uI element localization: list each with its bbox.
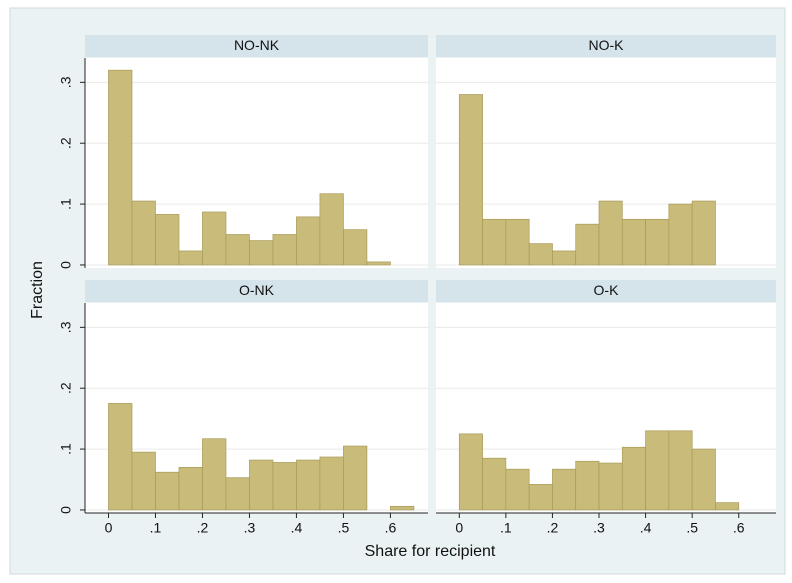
histogram-bar	[458, 433, 483, 511]
histogram-bar	[528, 243, 553, 266]
y-tick-label: .1	[58, 198, 74, 210]
x-tick-label: 0	[105, 520, 113, 536]
histogram-bar	[668, 203, 693, 266]
x-tick-label: .3	[593, 520, 605, 536]
histogram-bar	[598, 462, 623, 511]
histogram-bar	[390, 505, 415, 511]
histogram-bar	[178, 466, 203, 511]
panel-strip	[436, 35, 776, 57]
y-tick-label: .2	[58, 382, 74, 394]
histogram-bar	[528, 484, 553, 511]
histogram-bar	[225, 234, 250, 266]
histogram-bar	[645, 218, 670, 266]
x-tick-label: .4	[640, 520, 652, 536]
panel-title: NO-K	[589, 37, 625, 53]
histogram-bar	[715, 502, 740, 511]
histogram-bar	[202, 438, 227, 511]
histogram-bar	[366, 261, 391, 266]
panel-strip	[85, 280, 428, 302]
histogram-bar	[108, 403, 133, 511]
histogram-bar	[225, 477, 250, 511]
x-tick-label: 0	[455, 520, 463, 536]
histogram-bar	[458, 94, 483, 266]
histogram-bar	[505, 218, 530, 266]
y-tick-label: .1	[58, 443, 74, 455]
x-tick-label: .6	[385, 520, 397, 536]
histogram-bar	[482, 218, 507, 266]
panel-title: NO-NK	[234, 37, 280, 53]
histogram-bar	[552, 468, 577, 511]
histogram-bar	[691, 200, 716, 266]
x-tick-label: .2	[547, 520, 559, 536]
histogram-bar	[343, 445, 368, 511]
histogram-bar	[621, 218, 646, 266]
histogram-bar	[155, 471, 180, 511]
histogram-bar	[691, 448, 716, 511]
panel-title: O-K	[594, 282, 620, 298]
histogram-bar	[482, 457, 507, 511]
histogram-bar	[249, 459, 274, 511]
x-tick-label: .5	[686, 520, 698, 536]
y-tick-label: 0	[58, 261, 74, 269]
histogram-bar	[668, 430, 693, 511]
panel-title: O-NK	[239, 282, 275, 298]
x-tick-label: .1	[150, 520, 162, 536]
panel-strip	[436, 280, 776, 302]
x-tick-label: .6	[733, 520, 745, 536]
histogram-bar	[131, 451, 156, 511]
histogram-bar	[598, 200, 623, 266]
histogram-bar	[296, 216, 321, 266]
x-tick-label: .5	[338, 520, 350, 536]
x-tick-label: .4	[291, 520, 303, 536]
y-tick-label: .3	[58, 76, 74, 88]
histogram-bar	[319, 193, 344, 266]
histogram-bar	[645, 430, 670, 511]
histogram-bar	[505, 468, 530, 511]
histogram-bar	[108, 69, 133, 266]
histogram-bar	[343, 229, 368, 266]
panel-strip	[85, 35, 428, 57]
y-axis-title: Fraction	[29, 261, 46, 319]
histogram-bar	[272, 234, 297, 266]
histogram-bar	[202, 211, 227, 266]
histogram-bar	[621, 446, 646, 511]
histogram-bar	[131, 200, 156, 266]
histogram-bar	[296, 459, 321, 511]
histogram-bar	[155, 214, 180, 266]
histogram-bar	[575, 223, 600, 266]
x-tick-label: .1	[500, 520, 512, 536]
histogram-bar	[249, 240, 274, 266]
histogram-bar	[552, 250, 577, 266]
histogram-bar	[319, 456, 344, 511]
histogram-bar	[575, 460, 600, 511]
histogram-bar	[178, 250, 203, 266]
y-tick-label: .2	[58, 137, 74, 149]
y-tick-label: 0	[58, 506, 74, 514]
x-tick-label: .3	[244, 520, 256, 536]
histogram-bar	[272, 462, 297, 511]
x-tick-label: .2	[197, 520, 209, 536]
x-axis-title: Share for recipient	[365, 543, 496, 560]
y-tick-label: .3	[58, 321, 74, 333]
